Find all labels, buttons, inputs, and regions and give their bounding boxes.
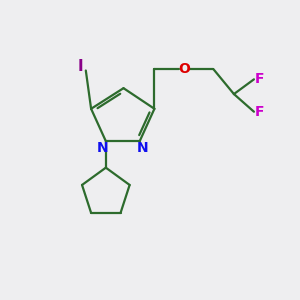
- Text: O: O: [178, 62, 190, 76]
- Text: F: F: [255, 72, 265, 86]
- Text: I: I: [78, 59, 84, 74]
- Text: N: N: [97, 141, 109, 154]
- Text: N: N: [137, 141, 148, 154]
- Text: F: F: [255, 105, 265, 119]
